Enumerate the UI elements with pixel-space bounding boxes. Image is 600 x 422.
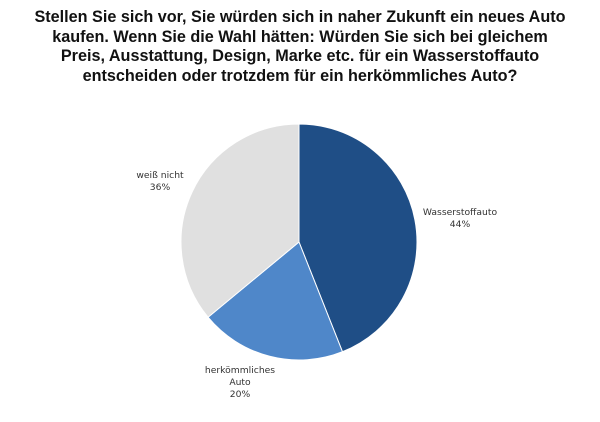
label-wasserstoffauto-value: 44% <box>449 219 471 230</box>
label-herkoemmliches-auto-name-2: Auto <box>229 377 251 388</box>
pie-slice-weiß-nicht <box>180 123 300 318</box>
label-weiss-nicht-name: weiß nicht <box>136 170 184 181</box>
label-wasserstoffauto: Wasserstoffauto 44% <box>418 207 502 231</box>
label-wasserstoffauto-name: Wasserstoffauto <box>422 207 498 218</box>
label-herkoemmliches-auto-value: 20% <box>229 389 251 400</box>
chart-title: Stellen Sie sich vor, Sie würden sich in… <box>34 8 566 85</box>
pie-slice-herkömmliches-auto <box>207 241 344 361</box>
label-herkoemmliches-auto-name-1: herkömmliches <box>204 365 276 376</box>
pie-slices <box>180 123 418 361</box>
label-weiss-nicht-value: 36% <box>149 182 171 193</box>
pie-slice-wasserstoffauto <box>298 123 418 353</box>
label-weiss-nicht: weiß nicht 36% <box>117 170 203 194</box>
label-herkoemmliches-auto: herkömmliches Auto 20% <box>194 365 286 401</box>
